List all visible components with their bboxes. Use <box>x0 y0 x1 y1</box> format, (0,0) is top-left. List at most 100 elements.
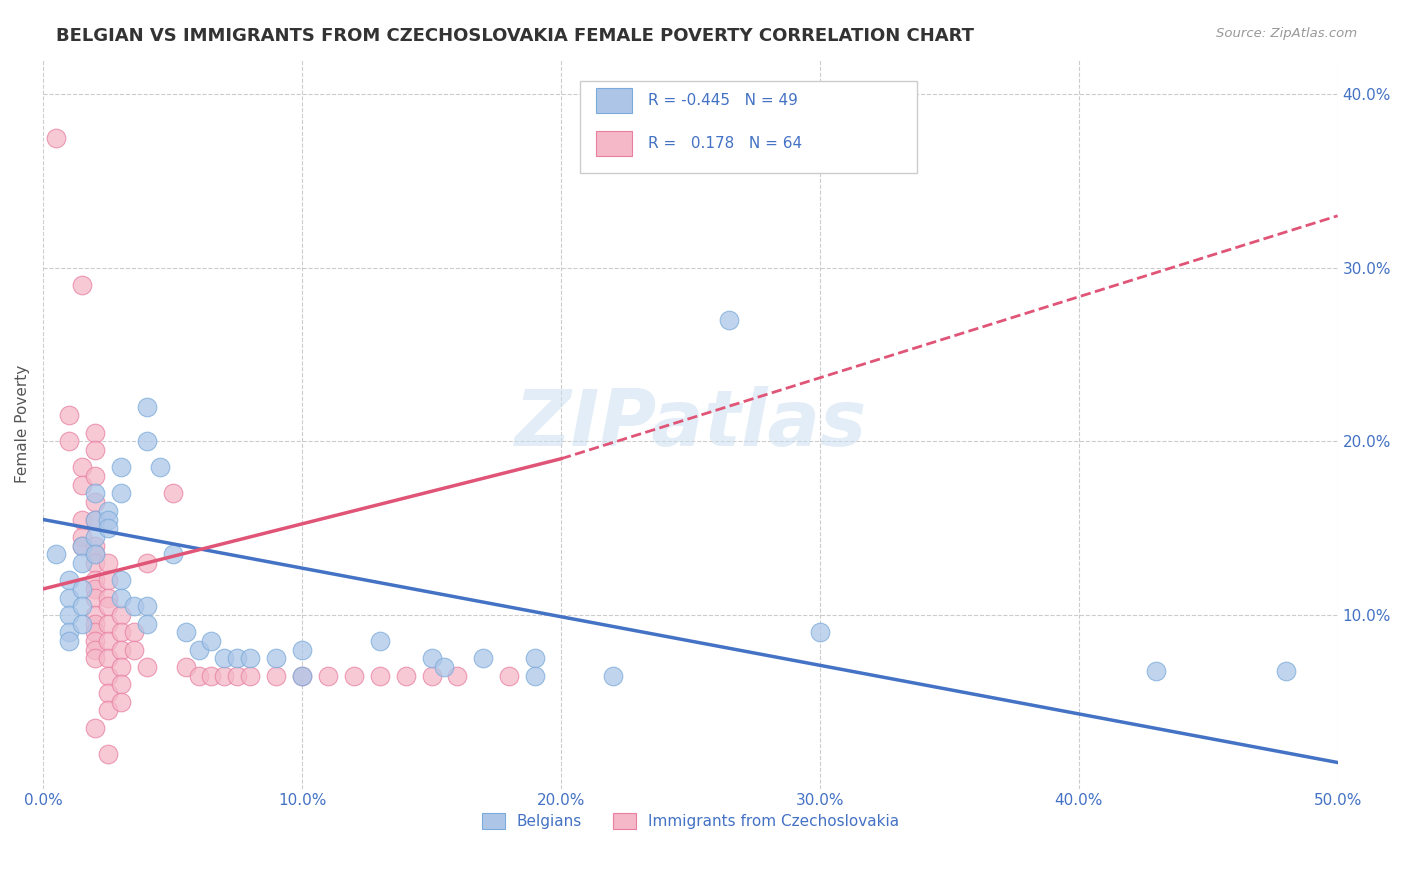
Y-axis label: Female Poverty: Female Poverty <box>15 365 30 483</box>
Point <box>84 425 107 440</box>
Point <box>97 703 120 717</box>
Point <box>70 460 93 475</box>
Point <box>316 669 339 683</box>
Point <box>808 625 831 640</box>
Point <box>58 625 80 640</box>
Point <box>97 616 120 631</box>
Point <box>84 625 107 640</box>
Point <box>70 530 93 544</box>
FancyBboxPatch shape <box>596 87 633 113</box>
Text: Source: ZipAtlas.com: Source: ZipAtlas.com <box>1216 27 1357 40</box>
Point <box>70 556 93 570</box>
Point <box>84 591 107 605</box>
Point <box>524 669 547 683</box>
Point <box>97 747 120 761</box>
Point <box>343 669 366 683</box>
Point <box>239 669 262 683</box>
Text: R = -0.445   N = 49: R = -0.445 N = 49 <box>648 93 797 108</box>
Point <box>58 607 80 622</box>
Point <box>110 591 132 605</box>
Point <box>395 669 418 683</box>
FancyBboxPatch shape <box>596 130 633 156</box>
Point <box>200 634 222 648</box>
Point <box>264 651 287 665</box>
Legend: Belgians, Immigrants from Czechoslovakia: Belgians, Immigrants from Czechoslovakia <box>475 807 905 836</box>
Point <box>174 625 197 640</box>
Point <box>84 547 107 561</box>
Text: ZIPatlas: ZIPatlas <box>515 386 866 462</box>
Point <box>70 616 93 631</box>
Point <box>602 669 624 683</box>
Point <box>420 651 443 665</box>
Point <box>58 634 80 648</box>
Point <box>718 313 741 327</box>
Point <box>368 634 391 648</box>
Point <box>97 512 120 526</box>
Point <box>110 574 132 588</box>
Point <box>291 669 314 683</box>
Point <box>135 400 157 414</box>
Point <box>110 695 132 709</box>
Point <box>84 721 107 735</box>
Point <box>97 599 120 614</box>
Point <box>97 591 120 605</box>
Point <box>110 460 132 475</box>
Text: R =   0.178   N = 64: R = 0.178 N = 64 <box>648 136 801 151</box>
Point <box>84 574 107 588</box>
Point <box>135 556 157 570</box>
Point <box>84 651 107 665</box>
Point <box>45 130 67 145</box>
Point <box>110 677 132 691</box>
Point <box>70 512 93 526</box>
Point <box>135 616 157 631</box>
Point <box>70 599 93 614</box>
Point <box>84 556 107 570</box>
Point <box>122 625 145 640</box>
Point <box>420 669 443 683</box>
Point <box>58 434 80 449</box>
Point <box>84 530 107 544</box>
Point <box>97 574 120 588</box>
Point <box>239 651 262 665</box>
Point <box>84 642 107 657</box>
Point <box>110 642 132 657</box>
Point <box>110 660 132 674</box>
Point <box>84 616 107 631</box>
Point <box>1144 664 1167 678</box>
Point <box>84 582 107 596</box>
Point <box>97 669 120 683</box>
Point <box>135 660 157 674</box>
Point <box>84 634 107 648</box>
Point <box>122 599 145 614</box>
Point <box>187 669 209 683</box>
Point <box>135 599 157 614</box>
Point <box>498 669 520 683</box>
Point <box>97 634 120 648</box>
Point <box>97 651 120 665</box>
Point <box>149 460 172 475</box>
Point <box>446 669 468 683</box>
Point <box>45 547 67 561</box>
Point <box>70 478 93 492</box>
Point <box>110 625 132 640</box>
Point <box>162 547 184 561</box>
Point <box>174 660 197 674</box>
Point <box>214 669 236 683</box>
Point <box>97 686 120 700</box>
Point <box>70 539 93 553</box>
Point <box>187 642 209 657</box>
Point <box>291 642 314 657</box>
Point <box>58 574 80 588</box>
Point <box>122 642 145 657</box>
Point <box>214 651 236 665</box>
Point <box>200 669 222 683</box>
Point <box>135 434 157 449</box>
Point <box>291 669 314 683</box>
Point <box>97 504 120 518</box>
Point <box>58 409 80 423</box>
Point <box>110 486 132 500</box>
Point <box>226 669 249 683</box>
FancyBboxPatch shape <box>581 81 917 172</box>
Point <box>84 512 107 526</box>
Point <box>84 486 107 500</box>
